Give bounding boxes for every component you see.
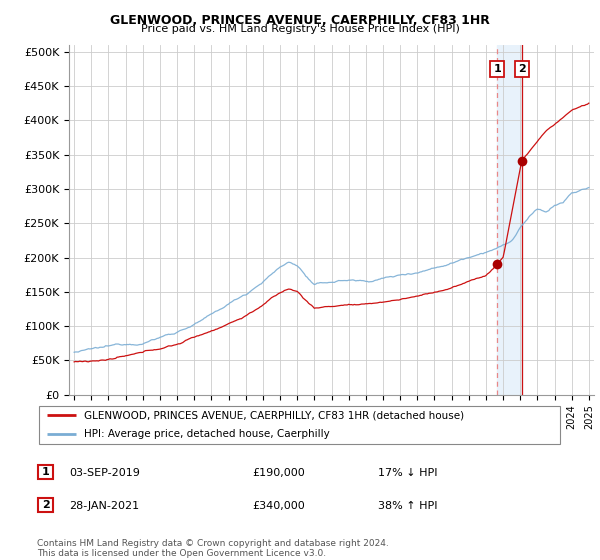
FancyBboxPatch shape	[38, 465, 53, 479]
FancyBboxPatch shape	[38, 497, 53, 512]
Bar	[497, 45, 521, 395]
Text: 28-JAN-2021: 28-JAN-2021	[69, 501, 139, 511]
Text: 17% ↓ HPI: 17% ↓ HPI	[378, 468, 437, 478]
Text: 2: 2	[518, 64, 526, 74]
Text: HPI: Average price, detached house, Caerphilly: HPI: Average price, detached house, Caer…	[83, 429, 329, 439]
Text: £340,000: £340,000	[252, 501, 305, 511]
Text: Contains HM Land Registry data © Crown copyright and database right 2024.
This d: Contains HM Land Registry data © Crown c…	[37, 539, 389, 558]
Text: 38% ↑ HPI: 38% ↑ HPI	[378, 501, 437, 511]
Text: 1: 1	[42, 467, 49, 477]
Text: 03-SEP-2019: 03-SEP-2019	[69, 468, 140, 478]
Text: Price paid vs. HM Land Registry's House Price Index (HPI): Price paid vs. HM Land Registry's House …	[140, 24, 460, 34]
FancyBboxPatch shape	[38, 406, 560, 444]
Text: 2: 2	[42, 500, 49, 510]
Text: 1: 1	[494, 64, 501, 74]
Text: £190,000: £190,000	[252, 468, 305, 478]
Text: GLENWOOD, PRINCES AVENUE, CAERPHILLY, CF83 1HR: GLENWOOD, PRINCES AVENUE, CAERPHILLY, CF…	[110, 14, 490, 27]
Text: GLENWOOD, PRINCES AVENUE, CAERPHILLY, CF83 1HR (detached house): GLENWOOD, PRINCES AVENUE, CAERPHILLY, CF…	[83, 410, 464, 421]
